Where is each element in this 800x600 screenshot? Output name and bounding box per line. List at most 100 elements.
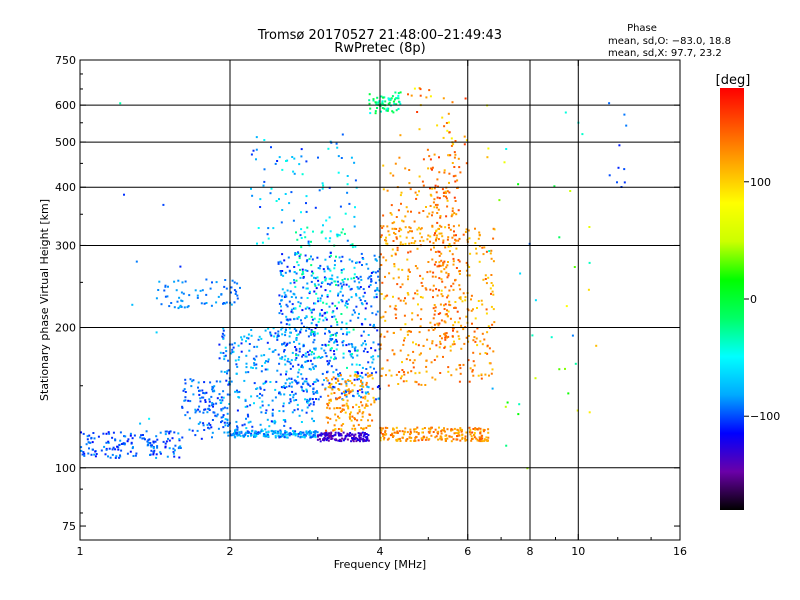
data-point (358, 437, 361, 439)
data-point (361, 391, 364, 394)
data-point (285, 373, 287, 376)
data-point (485, 308, 488, 311)
data-point (300, 246, 303, 249)
data-point (258, 397, 261, 399)
data-point (227, 359, 230, 362)
data-point (421, 431, 424, 434)
data-point (336, 323, 339, 326)
data-point (265, 409, 268, 412)
data-point (282, 274, 285, 277)
data-point (314, 430, 317, 433)
data-point (449, 228, 452, 231)
data-point (407, 371, 409, 374)
data-point (305, 411, 308, 414)
data-point (107, 431, 110, 434)
colorbar-title: [deg] (716, 73, 751, 88)
data-point (184, 382, 187, 385)
data-point (235, 290, 238, 293)
data-point (369, 112, 372, 115)
data-point (433, 246, 435, 249)
data-point (324, 343, 327, 346)
data-point (283, 296, 286, 298)
data-point (398, 438, 401, 440)
data-point (83, 452, 86, 455)
data-point (484, 274, 487, 277)
data-point (384, 319, 387, 322)
data-point (150, 445, 153, 448)
data-point (362, 385, 365, 388)
data-point (401, 243, 404, 246)
data-point (446, 309, 448, 312)
data-point (567, 392, 570, 395)
data-point (269, 333, 272, 336)
data-point (280, 321, 283, 324)
data-point (183, 388, 186, 391)
data-point (278, 312, 281, 315)
data-point (149, 453, 152, 456)
data-point (208, 427, 211, 430)
data-point (329, 347, 332, 350)
data-point (202, 422, 205, 425)
data-point (250, 395, 253, 398)
data-point (416, 293, 419, 296)
data-point (534, 299, 537, 302)
data-point (459, 171, 462, 174)
data-point (309, 309, 312, 312)
data-point (416, 267, 419, 270)
data-point (320, 309, 323, 311)
x-axis: 1 2 4 6 8 10 16 (77, 60, 687, 558)
data-point (310, 431, 313, 434)
data-point (90, 453, 93, 456)
data-point (473, 436, 476, 439)
data-point (283, 341, 286, 344)
data-point (345, 300, 348, 303)
data-point (459, 439, 462, 442)
data-point (376, 107, 378, 109)
data-point (297, 432, 300, 435)
data-point (150, 449, 153, 452)
data-point (331, 378, 333, 381)
data-point (337, 375, 340, 378)
data-point (403, 431, 406, 434)
data-point (439, 435, 442, 438)
data-point (267, 435, 270, 438)
data-point (505, 148, 508, 150)
data-point (341, 341, 344, 344)
data-point (204, 408, 207, 411)
data-point (338, 256, 341, 259)
data-point (276, 432, 279, 435)
data-point (453, 432, 456, 435)
data-point (293, 172, 296, 175)
data-point (480, 377, 483, 380)
data-point (457, 239, 460, 242)
data-point (325, 355, 328, 358)
data-point (380, 316, 383, 319)
data-point (404, 427, 407, 430)
data-point (310, 311, 313, 314)
data-point (279, 373, 282, 376)
data-point (328, 401, 331, 404)
data-point (390, 204, 393, 207)
data-point (491, 290, 494, 293)
data-point (402, 380, 405, 383)
data-point (407, 93, 409, 96)
data-point (405, 438, 408, 441)
data-point (464, 296, 467, 299)
data-point (342, 439, 345, 442)
data-point (433, 304, 436, 306)
data-point (265, 435, 267, 438)
colorbar-tick-label: −100 (750, 410, 780, 423)
data-point (330, 334, 333, 337)
data-point (485, 282, 488, 285)
data-point (245, 427, 248, 430)
data-point (397, 97, 400, 100)
data-point (289, 362, 292, 365)
data-point (436, 221, 439, 224)
data-point (312, 401, 315, 404)
data-point (343, 277, 346, 280)
data-point (414, 428, 417, 431)
data-point (382, 188, 385, 191)
data-point (359, 437, 362, 440)
data-point (163, 289, 166, 292)
data-point (478, 234, 481, 237)
